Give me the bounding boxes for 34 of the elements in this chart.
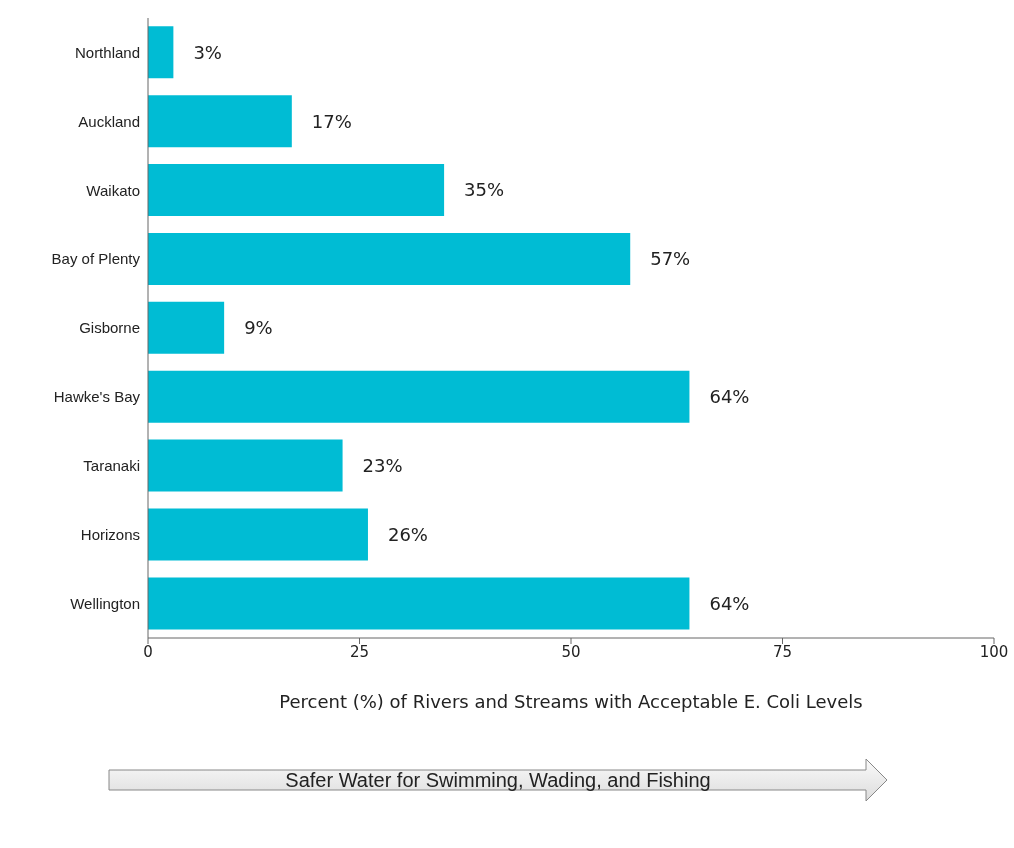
- x-tick-label: 25: [349, 642, 370, 661]
- bar: [148, 26, 174, 79]
- y-tick-label: Auckland: [78, 112, 140, 130]
- x-tick-label: 0: [143, 642, 153, 661]
- data-label: 23%: [362, 454, 403, 476]
- y-tick-label: Horizons: [80, 525, 140, 543]
- y-tick-label: Bay of Plenty: [51, 250, 141, 268]
- x-tick-label: 75: [772, 642, 793, 661]
- data-label: 9%: [244, 317, 273, 339]
- x-tick-label: 100: [979, 642, 1009, 661]
- bar: [148, 577, 690, 630]
- data-label: 64%: [709, 592, 750, 614]
- bar: [148, 95, 292, 148]
- data-label: 17%: [311, 110, 352, 132]
- bar: [148, 164, 445, 217]
- x-tick-label: 50: [561, 642, 581, 661]
- bar: [148, 301, 225, 354]
- y-tick-label: Taranaki: [83, 457, 140, 475]
- text: Safer Water for Swimming, Wading, and Fishing: [284, 768, 712, 792]
- y-tick-label: Wellington: [70, 594, 140, 612]
- data-label: 64%: [709, 386, 750, 408]
- bar: [148, 232, 631, 285]
- data-label: 35%: [464, 179, 505, 201]
- y-tick-label: Gisborne: [79, 319, 140, 337]
- bar: [148, 439, 343, 492]
- bar: [148, 508, 368, 561]
- y-tick-label: Northland: [74, 43, 140, 61]
- data-label: 57%: [650, 248, 691, 270]
- y-tick-label: Hawke's Bay: [53, 388, 141, 406]
- bar: [148, 370, 690, 423]
- y-tick-label: Waikato: [86, 181, 140, 199]
- data-label: 26%: [387, 523, 428, 545]
- data-label: 3%: [193, 41, 222, 63]
- x-axis-title: Percent (%) of Rivers and Streams with Acceptable E. Coli Levels: [279, 691, 863, 712]
